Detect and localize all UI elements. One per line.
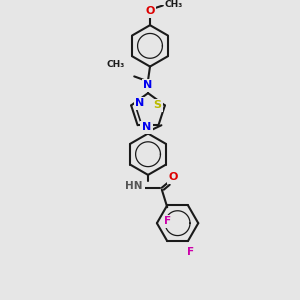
Text: O: O [169,172,178,182]
Text: S: S [153,100,161,110]
Text: CH₃: CH₃ [165,0,183,9]
Text: F: F [187,247,194,257]
Text: N: N [135,98,145,108]
Text: CH₃: CH₃ [106,59,124,68]
Text: HN: HN [125,181,143,191]
Text: N: N [142,122,151,132]
Text: O: O [145,6,155,16]
Text: F: F [164,216,171,226]
Text: N: N [143,80,153,90]
